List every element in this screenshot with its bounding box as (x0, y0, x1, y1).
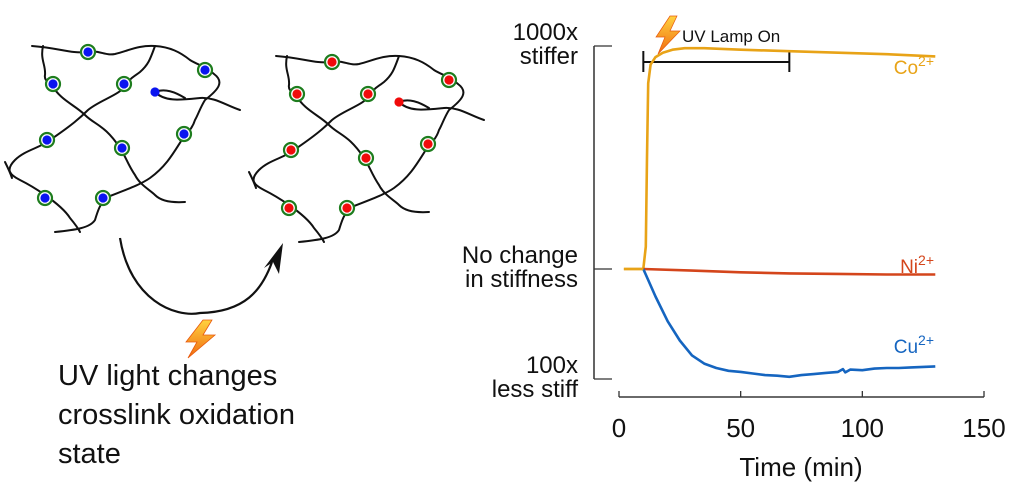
crosslink-metal-ion (394, 97, 404, 107)
series-line-cu (642, 268, 936, 379)
crosslink-metal-ion (200, 65, 210, 75)
series-label-charge: 2+ (918, 332, 934, 348)
series-label-name: Ni (900, 257, 918, 278)
polymer-chain (397, 99, 485, 121)
lightning-bolt-icon (185, 319, 217, 359)
caption-line: state (58, 438, 121, 470)
caption-line: crosslink oxidation (58, 399, 295, 431)
arrowhead-icon (264, 243, 283, 274)
crosslink-metal-ion (42, 135, 52, 145)
crosslink-metal-ion (40, 193, 50, 203)
crosslink-metal-ion (286, 145, 296, 155)
y-tick-label: 1000x stiffer (513, 19, 578, 70)
y-tick-label-line: 100x (526, 352, 578, 379)
polymer-chain (252, 55, 400, 243)
uv-lamp-label: UV Lamp On (682, 27, 780, 46)
y-tick-label-line: 1000x (513, 19, 578, 46)
series-label-name: Co (894, 58, 918, 79)
crosslink-metal-ion (98, 193, 108, 203)
x-tick-label: 0 (612, 413, 626, 443)
transition-arrow (118, 237, 274, 315)
polymer-chain (275, 54, 465, 151)
series-line-ni (643, 267, 936, 276)
crosslink-metal-ion (179, 129, 189, 139)
series-labels: Co2+Ni2+Cu2+ (894, 53, 934, 358)
x-ticks: 0 50 100 150 (612, 391, 1006, 443)
crosslink-metal-ion (150, 87, 160, 97)
polymer-chain (4, 161, 13, 179)
x-axis-label: Time (min) (739, 452, 862, 482)
crosslink-metal-ion (363, 89, 373, 99)
crosslink-metal-ion (444, 75, 454, 85)
crosslinks-before (36, 43, 214, 207)
crosslink-metal-ion (361, 153, 371, 163)
y-ticks: 1000x stiffer No change in stiffness 100x les… (462, 19, 612, 403)
series-label-charge: 2+ (918, 53, 934, 69)
polymer-chain (248, 171, 257, 189)
stiffness-chart: 1000x stiffer No change in stiffness 100x les… (462, 15, 1006, 482)
polymer-chain (31, 44, 221, 141)
crosslink-metal-ion (327, 57, 337, 67)
crosslink-metal-ion (292, 89, 302, 99)
y-tick-label-line: in stiffness (465, 266, 578, 293)
polymer-chain (8, 45, 156, 233)
x-tick-label: 150 (962, 413, 1005, 443)
crosslink-metal-ion (423, 139, 433, 149)
y-tick-label-line: less stiff (492, 376, 579, 403)
polymer-network-after (248, 54, 485, 243)
crosslink-metal-ion (48, 79, 58, 89)
caption-line: UV light changes (58, 360, 277, 392)
series-label-co: Co2+ (894, 53, 934, 79)
polymer-chain (285, 55, 430, 214)
y-tick-label: 100x less stiff (492, 352, 579, 403)
y-tick-label: No change in stiffness (462, 242, 578, 293)
crosslinks-after (280, 53, 458, 217)
crosslink-metal-ion (119, 79, 129, 89)
lightning-bolt-icon (655, 15, 681, 55)
series-label-charge: 2+ (918, 252, 934, 268)
uv-lamp-annotation: UV Lamp On (642, 15, 791, 72)
polymer-chain (153, 89, 241, 111)
series-line-co (623, 46, 936, 271)
polymer-chain (41, 45, 186, 204)
series-label-ni: Ni2+ (900, 252, 934, 278)
series-label-cu: Cu2+ (894, 332, 934, 358)
crosslink-metal-ion (117, 143, 127, 153)
x-tick-label: 100 (841, 413, 884, 443)
y-tick-label-line: No change (462, 242, 578, 269)
y-tick-label-line: stiffer (520, 43, 578, 70)
crosslink-metal-ion (342, 203, 352, 213)
crosslink-metal-ion (284, 203, 294, 213)
series-label-name: Cu (894, 337, 918, 358)
x-tick-label: 50 (726, 413, 755, 443)
series (623, 46, 936, 379)
crosslink-metal-ion (83, 47, 93, 57)
